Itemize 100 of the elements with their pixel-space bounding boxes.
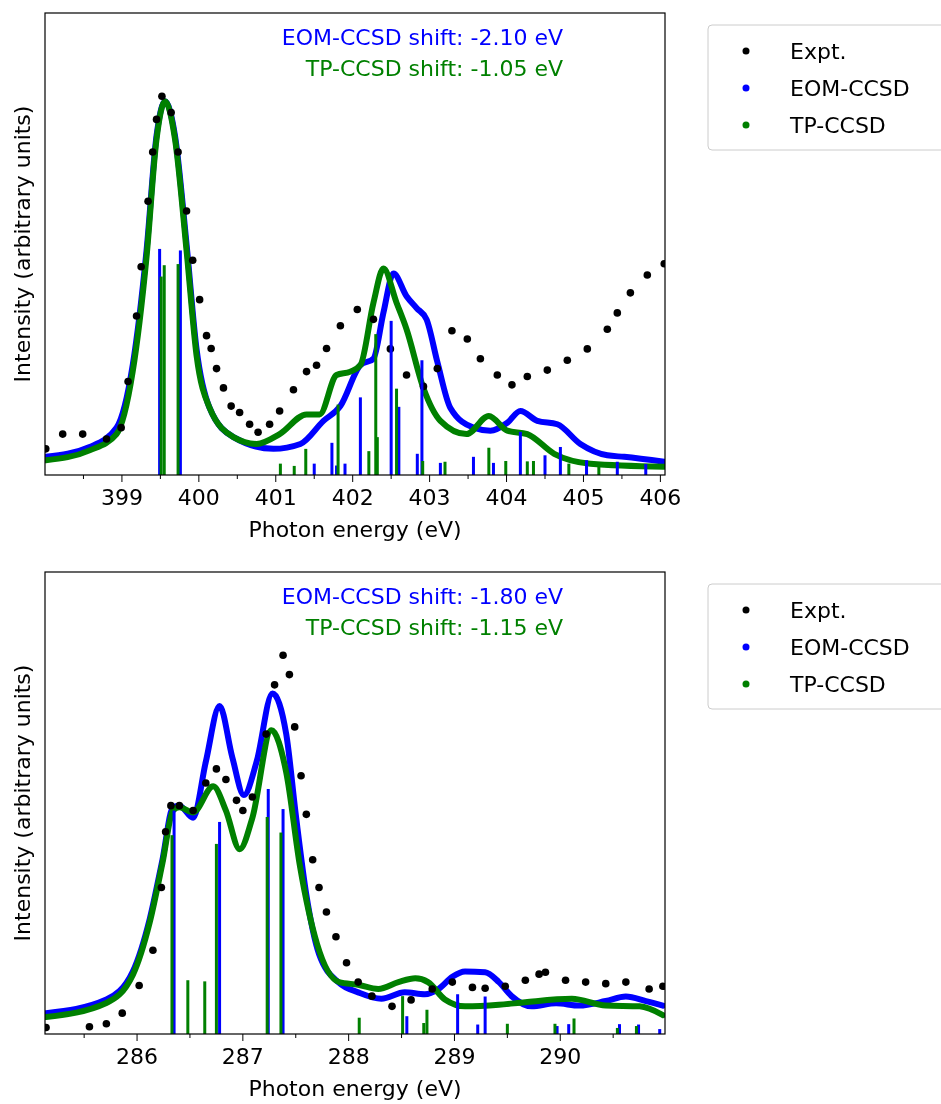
point [448,326,456,335]
bar [543,455,547,475]
bar [172,810,176,1034]
legend-label: Expt. [790,598,847,623]
point [157,883,166,892]
bar [491,462,495,475]
legend-label: TP-CCSD [789,113,886,138]
point [433,364,442,373]
point [285,670,294,679]
bar [401,996,405,1034]
point [279,651,287,660]
bar [367,451,371,475]
point [222,775,230,784]
point [202,779,210,787]
point [275,407,284,415]
bar [203,981,207,1034]
point [124,377,132,386]
point [523,372,532,381]
point [232,796,241,805]
point [322,908,331,916]
point [189,806,197,815]
point [188,256,197,265]
text: TP-CCSD shift: -1.05 eV [304,56,563,81]
point [541,968,550,977]
legend-label: Expt. [790,39,847,64]
bar [186,980,190,1034]
point [622,978,630,986]
point [613,309,622,317]
bar [518,431,522,475]
bar [265,817,269,1034]
point [254,428,262,437]
text: EOM-CCSD shift: -2.10 eV [281,25,563,50]
bar [487,447,491,475]
point [448,978,457,986]
point [144,197,152,206]
x-tick-label: 406 [639,485,682,510]
point [245,420,254,429]
point [149,946,157,955]
x-tick-label: 403 [408,485,451,510]
point [219,384,228,392]
point [428,985,437,993]
point [563,356,572,365]
point [388,1002,396,1011]
point [308,856,317,864]
point [493,371,502,379]
point [239,806,247,815]
bar [389,320,393,475]
bar [585,460,589,475]
point [643,271,652,279]
point [312,361,321,369]
bar [425,1009,429,1034]
point [117,423,125,432]
point [342,959,351,967]
y-axis-title: Intensity (arbitrary units) [10,105,35,383]
point [175,801,184,810]
point [289,386,298,394]
point [302,367,311,376]
bar [304,448,308,475]
point [195,295,204,304]
bar [218,821,222,1034]
point [535,970,543,978]
x-tick-label: 401 [254,485,297,510]
x-tick-label: 287 [221,1044,264,1069]
point [167,801,175,810]
point [85,1023,94,1031]
point [248,793,257,801]
point [270,681,279,689]
point [354,978,362,986]
point [468,983,477,992]
point [118,1009,127,1017]
bar [281,809,285,1034]
bar [357,1017,361,1034]
bar [456,994,460,1034]
legend-label: EOM-CCSD [790,635,910,660]
legend-label: TP-CCSD [789,672,886,697]
bar [644,464,648,475]
bar [405,1016,409,1034]
point [174,148,182,156]
point [137,262,145,271]
point [132,312,141,320]
point [521,976,530,985]
legend-label: EOM-CCSD [790,76,910,101]
bar [525,461,529,475]
point [102,435,111,443]
point [543,366,552,374]
bar [504,460,508,475]
point [463,335,472,343]
point [481,984,489,992]
bar [374,334,378,475]
y-axis-title: Intensity (arbitrary units) [10,664,35,942]
point [626,289,635,297]
bar [336,404,340,475]
x-tick-label: 288 [327,1044,370,1069]
x-tick-label: 290 [539,1044,582,1069]
point [182,207,191,215]
x-tick-label: 289 [433,1044,476,1069]
x-tick-label: 405 [562,485,605,510]
point [265,420,274,429]
point [161,827,170,836]
point [353,305,362,314]
